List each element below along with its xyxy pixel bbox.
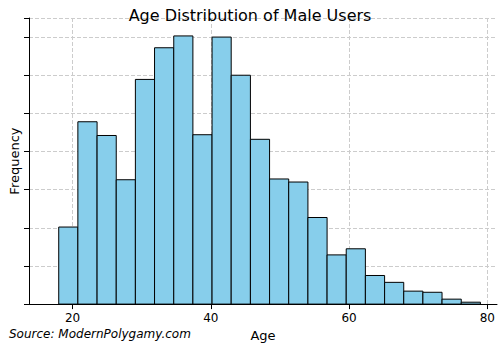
svg-text:Source: ModernPolygamy.com: Source: ModernPolygamy.com — [9, 327, 191, 341]
svg-text:40: 40 — [203, 311, 218, 325]
svg-text:20: 20 — [65, 311, 80, 325]
svg-text:60: 60 — [341, 311, 356, 325]
svg-text:Age: Age — [250, 328, 275, 343]
svg-text:80: 80 — [480, 311, 495, 325]
svg-text:Frequency: Frequency — [7, 127, 22, 194]
svg-text:Age Distribution of Male Users: Age Distribution of Male Users — [129, 6, 372, 25]
